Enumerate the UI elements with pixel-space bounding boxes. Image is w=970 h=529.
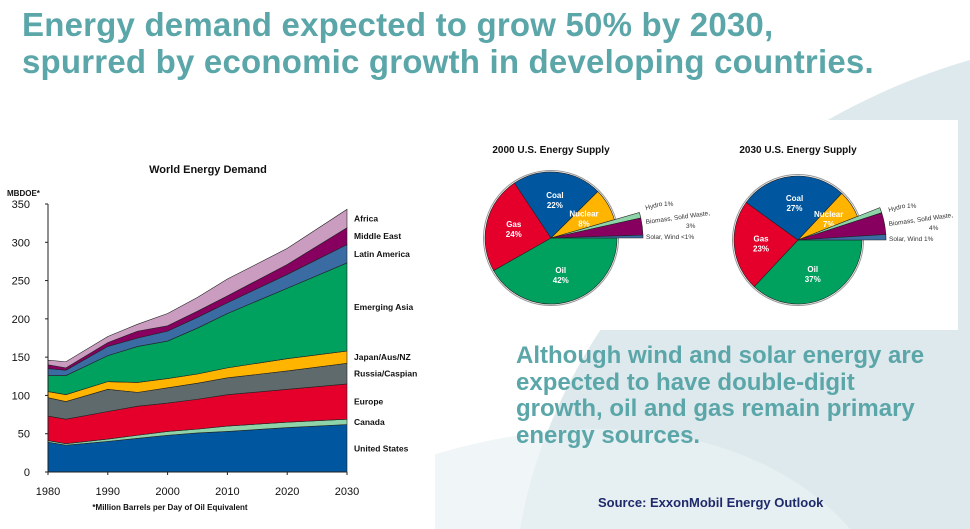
x-tick-label: 2030 xyxy=(335,486,359,498)
pie-slice-oil xyxy=(493,237,618,305)
world-energy-demand-chart: World Energy Demand MBDOE* United States Ca… xyxy=(7,164,417,512)
slice-value: 22% xyxy=(547,201,563,210)
slice-label: Solar, Wind xyxy=(646,234,680,241)
slice-label: Coal xyxy=(786,194,803,203)
us-energy-supply-charts: 2000 U.S. Energy SupplyOil42%Gas24%Coal2… xyxy=(483,145,954,306)
pie-slice-solar-wind xyxy=(550,234,644,239)
slice-value: 24% xyxy=(506,230,522,239)
slice-value: 3% xyxy=(686,223,696,230)
pie-slice-coal xyxy=(514,171,599,239)
summary-note: Although wind and solar energy are expec… xyxy=(516,342,925,449)
series-label: Africa xyxy=(354,214,378,224)
title-line-1: Energy demand expected to grow 50% by 20… xyxy=(22,6,774,43)
slice-value: 27% xyxy=(786,204,802,213)
slice-label: Oil xyxy=(555,266,566,275)
x-tick-label: 2020 xyxy=(275,486,299,498)
slice-value: 37% xyxy=(805,275,821,284)
series-label: Europe xyxy=(354,397,384,407)
slice-label: Biomass, Solid Waste, xyxy=(888,212,953,228)
series-label: United States xyxy=(354,443,409,453)
slice-value: 4% xyxy=(929,225,939,232)
pie-slice-oil xyxy=(753,239,863,305)
slice-label: Solar, Wind xyxy=(889,236,923,243)
x-tick-label: 2010 xyxy=(215,486,239,498)
slice-label: Hydro xyxy=(888,203,907,214)
slice-value: 1% xyxy=(664,201,674,208)
footnote: *Million Barrels per Day of Oil Equivale… xyxy=(92,503,247,512)
area-africa xyxy=(47,208,348,369)
slice-value: <1% xyxy=(681,234,694,241)
slice-label: Gas xyxy=(506,220,522,229)
slice-value: 1% xyxy=(907,203,917,210)
slice-value: 1% xyxy=(924,236,934,243)
pie-slice-coal xyxy=(745,175,843,241)
y-tick-label: 150 xyxy=(12,352,30,364)
y-tick-label: 200 xyxy=(12,314,30,326)
series-label: Japan/Aus/NZ xyxy=(354,352,411,362)
slice-label: Biomass, Solid Waste, xyxy=(645,210,710,226)
slice-value: 42% xyxy=(553,276,569,285)
pie-title: 2030 U.S. Energy Supply xyxy=(739,145,857,156)
x-tick-label: 2000 xyxy=(155,486,179,498)
series-label: Emerging Asia xyxy=(354,302,413,312)
series-label: Middle East xyxy=(354,231,401,241)
slice-label: Nuclear xyxy=(814,210,843,219)
slice-value: 23% xyxy=(753,244,769,253)
slice-label: Hydro xyxy=(645,201,664,212)
slice-label: Gas xyxy=(753,234,769,243)
y-axis-label: MBDOE* xyxy=(7,189,41,198)
pie-slice-solar-wind xyxy=(797,234,887,241)
title-line-2: spurred by economic growth in developing… xyxy=(22,43,874,80)
y-tick-label: 250 xyxy=(12,276,30,288)
page-title: Energy demand expected to grow 50% by 20… xyxy=(22,6,874,80)
series-label: Latin America xyxy=(354,249,410,259)
slice-label: Coal xyxy=(546,191,563,200)
x-tick-label: 1980 xyxy=(36,486,60,498)
y-tick-label: 0 xyxy=(24,467,30,479)
pie-slice-gas xyxy=(484,182,552,271)
x-tick-label: 1990 xyxy=(96,486,120,498)
slice-value: 8% xyxy=(578,220,590,229)
y-tick-label: 100 xyxy=(12,390,30,402)
y-tick-label: 50 xyxy=(18,429,30,441)
y-tick-label: 300 xyxy=(12,237,30,249)
source-citation: Source: ExxonMobil Energy Outlook xyxy=(598,495,824,510)
chart-title: World Energy Demand xyxy=(149,164,267,176)
slice-label: Oil xyxy=(807,265,818,274)
slice-value: 7% xyxy=(823,220,835,229)
y-tick-label: 350 xyxy=(12,199,30,211)
slice-label: Nuclear xyxy=(569,210,598,219)
pie-slice-gas xyxy=(733,201,799,288)
pie-title: 2000 U.S. Energy Supply xyxy=(492,145,610,156)
series-label: Russia/Caspian xyxy=(354,369,417,379)
series-label: Canada xyxy=(354,417,385,427)
